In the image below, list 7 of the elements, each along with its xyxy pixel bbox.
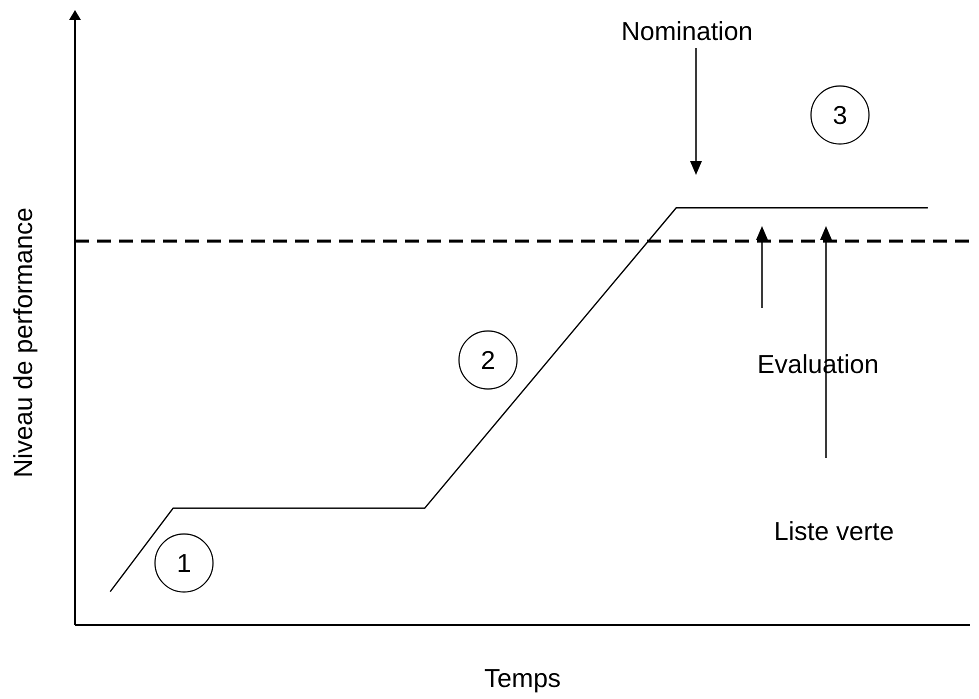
text: 3	[832, 100, 848, 130]
annotation: 2	[480, 345, 496, 375]
x-axis-title: Temps	[484, 663, 561, 693]
annotation: 1	[176, 548, 192, 578]
annotation: Liste verte	[774, 516, 894, 546]
text: Nomination	[621, 16, 753, 46]
y-axis-title: Niveau de performance	[8, 207, 38, 478]
